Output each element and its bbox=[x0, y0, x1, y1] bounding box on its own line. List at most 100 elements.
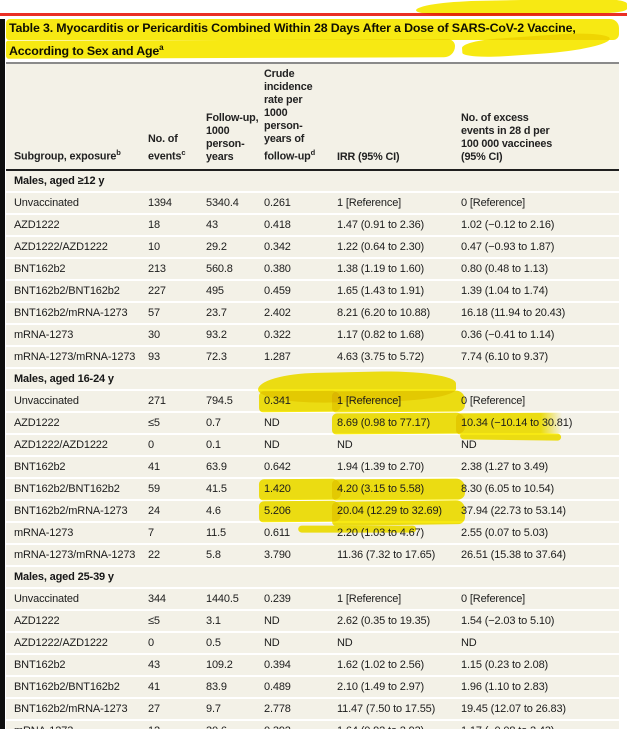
cell-excess: 1.96 (1.10 to 2.83) bbox=[461, 675, 619, 699]
cell-events: 12 bbox=[148, 719, 206, 729]
cell-crude: 0.341 bbox=[258, 389, 342, 413]
cell-followup: 30.6 bbox=[206, 719, 264, 729]
cell-crude: 1.287 bbox=[264, 345, 337, 369]
cell-crude: 0.489 bbox=[264, 675, 337, 699]
table-row: Unvaccinated 271 794.5 0.341 1 [Reference] 0 … bbox=[6, 389, 619, 413]
cell-irr: 1.64 (0.92 to 2.93) bbox=[337, 719, 461, 729]
column-header-1: Subgroup, exposureb bbox=[6, 62, 148, 171]
column-header-2: No. of eventsc bbox=[148, 62, 206, 171]
section-header-row: Males, aged 16-24 y bbox=[6, 366, 619, 404]
cell-followup: 0.1 bbox=[206, 433, 264, 457]
cell-crude: 0.642 bbox=[264, 455, 337, 479]
table-row: AZD1222/AZD1222 0 0.1 ND ND ND bbox=[6, 433, 619, 457]
cell-exposure: BNT162b2 bbox=[6, 257, 148, 281]
cell-exposure: BNT162b2/BNT162b2 bbox=[6, 477, 148, 501]
cell-followup: 560.8 bbox=[206, 257, 264, 281]
cell-followup: 72.3 bbox=[206, 345, 264, 369]
cell-exposure: BNT162b2/mRNA-1273 bbox=[6, 499, 148, 523]
cell-exposure: AZD1222/AZD1222 bbox=[6, 235, 148, 259]
cell-irr: 2.62 (0.35 to 19.35) bbox=[337, 609, 461, 633]
cell-followup: 11.5 bbox=[206, 521, 264, 545]
table-row: mRNA-1273/mRNA-1273 93 72.3 1.287 4.63 (3.75… bbox=[6, 345, 619, 369]
table-row: BNT162b2/BNT162b2 59 41.5 1.420 4.20 (3.15 t… bbox=[6, 477, 619, 501]
table-row: AZD1222/AZD1222 10 29.2 0.342 1.22 (0.64 to … bbox=[6, 235, 619, 259]
cell-excess: 0.36 (−0.41 to 1.14) bbox=[461, 323, 619, 347]
cell-exposure: mRNA-1273 bbox=[6, 323, 148, 347]
cell-exposure: AZD1222/AZD1222 bbox=[6, 433, 148, 457]
cell-followup: 9.7 bbox=[206, 697, 264, 721]
table-row: mRNA-1273/mRNA-1273 22 5.8 3.790 11.36 (7.32… bbox=[6, 543, 619, 567]
table-row: BNT162b2 41 63.9 0.642 1.94 (1.39 to 2.70) 2.… bbox=[6, 455, 619, 479]
cell-events: 30 bbox=[148, 323, 206, 347]
cell-events: 41 bbox=[148, 455, 206, 479]
cell-irr: 1.38 (1.19 to 1.60) bbox=[337, 257, 461, 281]
cell-crude: 0.418 bbox=[264, 213, 337, 237]
cell-crude: 0.394 bbox=[264, 653, 337, 677]
cell-exposure: AZD1222/AZD1222 bbox=[6, 631, 148, 655]
cell-irr: 1.94 (1.39 to 2.70) bbox=[337, 455, 461, 479]
cell-excess: 1.02 (−0.12 to 2.16) bbox=[461, 213, 619, 237]
cell-excess: ND bbox=[461, 631, 619, 655]
cell-excess: 0 [Reference] bbox=[461, 191, 619, 215]
cell-irr: 1.17 (0.82 to 1.68) bbox=[337, 323, 461, 347]
highlighter-mark bbox=[6, 19, 619, 40]
table-row: Unvaccinated 1394 5340.4 0.261 1 [Reference]… bbox=[6, 191, 619, 215]
cell-excess: 26.51 (15.38 to 37.64) bbox=[461, 543, 619, 567]
cell-events: 43 bbox=[148, 653, 206, 677]
results-table: Subgroup, exposureb No. of eventsc Follow-… bbox=[6, 62, 619, 729]
cell-crude: 0.239 bbox=[264, 587, 337, 611]
cell-crude: ND bbox=[264, 411, 337, 435]
cell-excess: 1.54 (−2.03 to 5.10) bbox=[461, 609, 619, 633]
cell-irr: 1 [Reference] bbox=[337, 587, 461, 611]
cell-exposure: BNT162b2 bbox=[6, 653, 148, 677]
header-row: Subgroup, exposureb No. of eventsc Follow-… bbox=[6, 62, 619, 171]
cell-crude: 0.392 bbox=[264, 719, 337, 729]
cell-events: 59 bbox=[148, 477, 206, 501]
cell-irr: 2.10 (1.49 to 2.97) bbox=[337, 675, 461, 699]
cell-irr: 11.36 (7.32 to 17.65) bbox=[337, 543, 461, 567]
cell-exposure: Unvaccinated bbox=[6, 389, 148, 413]
cell-followup: 1440.5 bbox=[206, 587, 264, 611]
cell-events: 24 bbox=[148, 499, 206, 523]
cell-excess: 0.47 (−0.93 to 1.87) bbox=[461, 235, 619, 259]
table-row: BNT162b2 213 560.8 0.380 1.38 (1.19 to 1.60)… bbox=[6, 257, 619, 281]
cell-excess: 2.55 (0.07 to 5.03) bbox=[461, 521, 619, 545]
column-header-5: IRR (95% CI) bbox=[337, 62, 461, 171]
cell-followup: 93.2 bbox=[206, 323, 264, 347]
table-row: AZD1222/AZD1222 0 0.5 ND ND ND bbox=[6, 631, 619, 655]
highlighter-mark bbox=[5, 39, 456, 59]
cell-followup: 3.1 bbox=[206, 609, 264, 633]
column-header-6: No. of excess events in 28 d per 100 000… bbox=[461, 62, 619, 171]
cell-followup: 109.2 bbox=[206, 653, 264, 677]
cell-excess: 0 [Reference] bbox=[461, 587, 619, 611]
cell-followup: 0.5 bbox=[206, 631, 264, 655]
cell-events: 227 bbox=[148, 279, 206, 303]
cell-exposure: AZD1222 bbox=[6, 213, 148, 237]
cell-exposure: Unvaccinated bbox=[6, 191, 148, 215]
cell-events: 0 bbox=[148, 433, 206, 457]
cell-crude: 0.380 bbox=[264, 257, 337, 281]
cell-excess: 16.18 (11.94 to 20.43) bbox=[461, 301, 619, 325]
cell-excess: 1.15 (0.23 to 2.08) bbox=[461, 653, 619, 677]
cell-events: 271 bbox=[148, 389, 206, 413]
cell-followup: 495 bbox=[206, 279, 264, 303]
cell-crude: 0.342 bbox=[264, 235, 337, 259]
cell-irr: 8.69 (0.98 to 77.17) bbox=[331, 411, 466, 435]
table-row: mRNA-12731230.60.3921.64 (0.92 to 2.93)1… bbox=[6, 719, 619, 729]
cell-events: 10 bbox=[148, 235, 206, 259]
table-row: mRNA-1273 7 11.5 0.611 2.20 (1.03 to 4.67) 2.… bbox=[6, 521, 619, 545]
cell-excess: 37.94 (22.73 to 53.14) bbox=[461, 499, 619, 523]
table-row: BNT162b2 43 109.2 0.394 1.62 (1.02 to 2.56) 1… bbox=[6, 653, 619, 677]
cell-events: 344 bbox=[148, 587, 206, 611]
cell-irr: 11.47 (7.50 to 17.55) bbox=[337, 697, 461, 721]
section-header-row: Males, aged ≥12 y bbox=[6, 169, 619, 193]
section-header-row: Males, aged 25-39 y bbox=[6, 564, 619, 589]
cell-events: 18 bbox=[148, 213, 206, 237]
cell-exposure: BNT162b2/mRNA-1273 bbox=[6, 301, 148, 325]
cell-irr: 1 [Reference] bbox=[337, 191, 461, 215]
column-header-4: Crude incidence rate per 1000 person-yea… bbox=[264, 62, 337, 171]
cell-excess: 0 [Reference] bbox=[461, 389, 619, 413]
cell-excess: 1.39 (1.04 to 1.74) bbox=[461, 279, 619, 303]
column-header-3: Follow-up, 1000 person-years bbox=[206, 62, 264, 171]
cell-events: 1394 bbox=[148, 191, 206, 215]
